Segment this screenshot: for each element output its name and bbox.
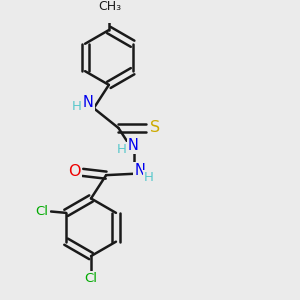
Text: CH₃: CH₃ <box>99 0 122 13</box>
Text: N: N <box>134 163 145 178</box>
Text: Cl: Cl <box>36 205 49 218</box>
Text: S: S <box>150 121 160 136</box>
Text: O: O <box>68 164 81 178</box>
Text: H: H <box>72 100 82 113</box>
Text: N: N <box>83 95 94 110</box>
Text: H: H <box>144 171 154 184</box>
Text: H: H <box>117 143 127 156</box>
Text: Cl: Cl <box>85 272 98 285</box>
Text: N: N <box>128 138 139 153</box>
